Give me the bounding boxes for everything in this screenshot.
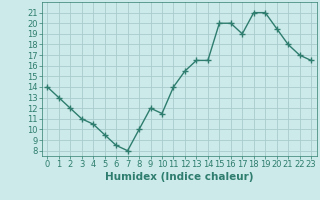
X-axis label: Humidex (Indice chaleur): Humidex (Indice chaleur) bbox=[105, 172, 253, 182]
